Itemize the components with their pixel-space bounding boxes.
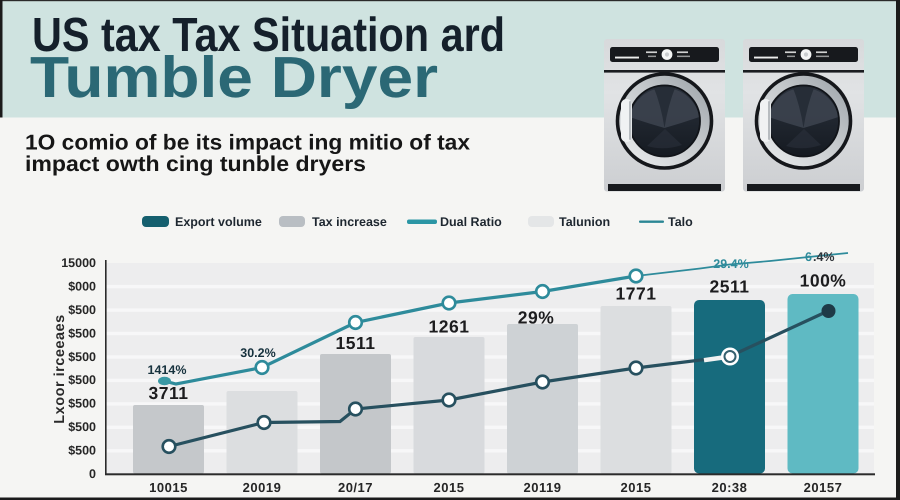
- svg-text:20:38: 20:38: [712, 480, 748, 495]
- svg-text:$500: $500: [68, 420, 96, 434]
- svg-text:$000: $000: [68, 279, 96, 293]
- svg-text:Tax increase: Tax increase: [312, 215, 387, 229]
- svg-text:3711: 3711: [149, 383, 189, 403]
- svg-text:$500: $500: [68, 397, 96, 411]
- svg-text:30.2%: 30.2%: [240, 346, 275, 360]
- svg-text:Tumble Dryer: Tumble Dryer: [30, 45, 438, 110]
- svg-text:$500: $500: [68, 373, 96, 387]
- svg-text:20157: 20157: [804, 480, 843, 495]
- svg-text:$500: $500: [68, 350, 96, 364]
- svg-text:impact owth cing tunble dryers: impact owth cing tunble dryers: [25, 152, 366, 176]
- svg-text:US tax Tax Situation ard: US tax Tax Situation ard: [32, 9, 505, 62]
- svg-text:Export volume: Export volume: [175, 215, 262, 229]
- svg-text:100%: 100%: [800, 271, 847, 291]
- svg-text:6: 6: [805, 250, 812, 264]
- svg-text:20119: 20119: [524, 480, 562, 495]
- svg-text:$500: $500: [68, 303, 96, 317]
- svg-text:Talo: Talo: [668, 215, 693, 229]
- svg-text:1261: 1261: [429, 317, 470, 337]
- svg-text:1511: 1511: [336, 333, 376, 353]
- svg-text:$500: $500: [68, 444, 96, 458]
- svg-text:20019: 20019: [243, 480, 282, 495]
- svg-text:15000: 15000: [61, 256, 96, 270]
- svg-text:.4%: .4%: [813, 250, 835, 264]
- svg-text:10015: 10015: [149, 480, 188, 495]
- svg-text:2015: 2015: [434, 480, 465, 495]
- svg-text:1O comio of be its impact ing: 1O comio of be its impact ing mitio of t…: [25, 131, 470, 155]
- svg-text:Talunion: Talunion: [559, 215, 610, 229]
- svg-text:0: 0: [89, 467, 96, 481]
- svg-text:29%: 29%: [518, 308, 555, 328]
- svg-text:1771: 1771: [616, 284, 657, 304]
- svg-text:Lxoor irceeaes: Lxoor irceeaes: [52, 314, 68, 423]
- svg-text:$500: $500: [68, 326, 96, 340]
- svg-text:Dual Ratio: Dual Ratio: [440, 215, 502, 229]
- svg-text:2015: 2015: [621, 480, 652, 495]
- svg-text:20/17: 20/17: [338, 480, 373, 495]
- svg-text:29.4%: 29.4%: [713, 257, 748, 271]
- svg-text:2511: 2511: [710, 277, 750, 297]
- svg-text:1414%: 1414%: [148, 363, 187, 377]
